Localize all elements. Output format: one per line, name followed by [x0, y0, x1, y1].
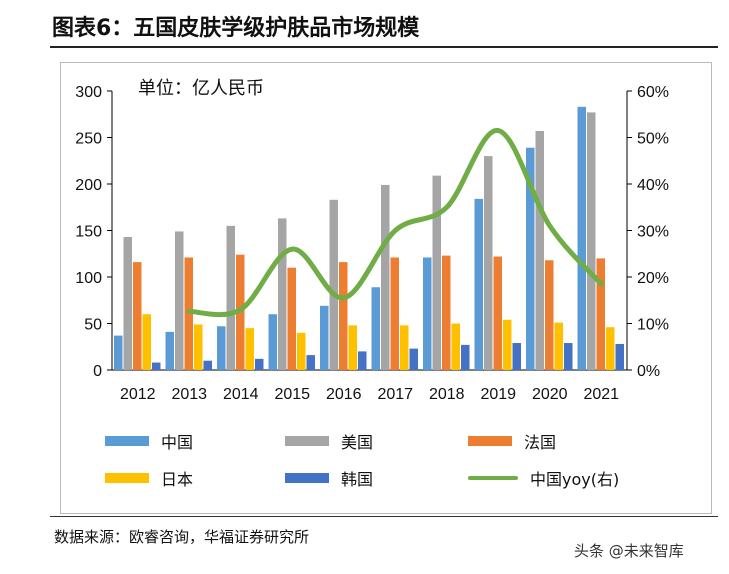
bar-法国 [287, 267, 296, 370]
bar-中国 [268, 314, 277, 370]
bar-法国 [442, 255, 451, 370]
y-tick-label: 100 [75, 270, 102, 287]
bar-韩国 [512, 343, 521, 370]
bar-日本 [400, 325, 409, 370]
legend-swatch [105, 436, 149, 446]
y-tick-label: 50 [84, 317, 102, 334]
y2-tick-label: 0% [637, 363, 660, 380]
bar-日本 [348, 325, 357, 370]
bar-美国 [175, 231, 184, 370]
bar-中国 [217, 326, 226, 370]
legend-swatch [285, 473, 329, 483]
legend-item: 法国 [468, 429, 556, 453]
figure-title: 图表6：五国皮肤学级护肤品市场规模 [52, 16, 420, 41]
legend-label: 韩国 [341, 470, 374, 489]
title-rule [50, 46, 718, 48]
bar-法国 [545, 260, 554, 370]
bar-中国 [423, 257, 432, 370]
x-tick-label: 2016 [326, 386, 362, 403]
legend-label: 中国yoy(右) [530, 470, 620, 489]
x-tick-label: 2019 [480, 386, 516, 403]
bar-韩国 [306, 355, 315, 370]
legend-swatch [468, 476, 518, 480]
bar-美国 [484, 156, 493, 370]
y2-tick-label: 20% [637, 270, 669, 287]
bar-韩国 [203, 360, 212, 370]
yoy-line [186, 128, 604, 318]
watermark: 头条 @未来智库 [574, 542, 684, 560]
x-tick-label: 2013 [171, 386, 207, 403]
unit-label: 单位：亿人民币 [138, 78, 264, 99]
bar-美国 [278, 218, 287, 370]
bar-日本 [606, 327, 615, 370]
bar-日本 [451, 323, 460, 370]
y2-tick-label: 40% [637, 177, 669, 194]
bar-中国 [114, 335, 123, 370]
legend-swatch [468, 436, 512, 446]
legend-label: 日本 [161, 470, 194, 489]
bar-韩国 [255, 358, 264, 370]
bar-韩国 [152, 362, 161, 370]
y2-tick-label: 10% [637, 317, 669, 334]
bar-美国 [535, 130, 544, 370]
bar-法国 [390, 257, 399, 370]
chart-frame [60, 62, 712, 514]
bar-韩国 [409, 348, 418, 370]
bar-中国 [474, 198, 483, 370]
legend-label: 中国 [161, 433, 194, 452]
y-tick-label: 300 [75, 84, 102, 101]
bar-日本 [245, 328, 254, 370]
bar-韩国 [615, 343, 624, 370]
y2-tick-label: 60% [637, 84, 669, 101]
bar-中国 [577, 106, 586, 370]
bar-中国 [371, 287, 380, 370]
bar-韩国 [358, 351, 367, 370]
bar-法国 [133, 262, 142, 370]
y2-tick-label: 50% [637, 131, 669, 148]
source-note: 数据来源：欧睿咨询，华福证券研究所 [54, 528, 310, 546]
source-rule [50, 516, 718, 517]
bar-法国 [339, 262, 348, 370]
bar-美国 [432, 175, 441, 370]
legend-item: 韩国 [285, 466, 373, 490]
x-tick-label: 2017 [377, 386, 413, 403]
bar-美国 [123, 237, 132, 370]
legend-item: 中国 [105, 429, 193, 453]
y2-tick-label: 30% [637, 224, 669, 241]
bar-美国 [226, 225, 235, 370]
y-tick-label: 200 [75, 177, 102, 194]
legend-item: 美国 [285, 429, 373, 453]
bar-韩国 [461, 344, 470, 370]
legend-swatch [105, 473, 149, 483]
y-tick-label: 150 [75, 224, 102, 241]
bar-法国 [493, 256, 502, 370]
x-tick-label: 2014 [223, 386, 259, 403]
y-tick-label: 0 [93, 363, 102, 380]
x-tick-label: 2012 [120, 386, 156, 403]
bar-中国 [526, 147, 535, 370]
bar-法国 [596, 258, 605, 370]
y-tick-label: 250 [75, 131, 102, 148]
x-tick-label: 2015 [274, 386, 310, 403]
bar-中国 [165, 331, 174, 370]
legend-swatch [285, 436, 329, 446]
legend-label: 美国 [341, 433, 374, 452]
bar-韩国 [564, 343, 573, 370]
bar-美国 [587, 112, 596, 370]
bar-日本 [142, 314, 151, 370]
x-tick-label: 2018 [429, 386, 465, 403]
bar-美国 [329, 199, 338, 370]
bar-美国 [381, 184, 390, 370]
bar-日本 [297, 332, 306, 370]
bar-日本 [503, 319, 512, 370]
bar-日本 [554, 322, 563, 370]
bar-中国 [320, 305, 329, 370]
x-tick-label: 2020 [532, 386, 568, 403]
legend-item: 日本 [105, 466, 193, 490]
bar-日本 [194, 324, 203, 370]
legend-item: 中国yoy(右) [468, 466, 619, 490]
x-tick-label: 2021 [583, 386, 619, 403]
legend-label: 法国 [524, 433, 557, 452]
